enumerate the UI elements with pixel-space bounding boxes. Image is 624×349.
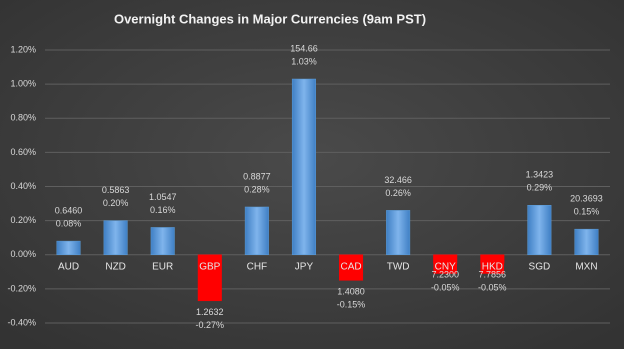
y-tick-label: 0.40% — [10, 181, 36, 191]
chart-title: Overnight Changes in Major Currencies (9… — [114, 11, 426, 26]
rate-label: 154.66 — [290, 43, 318, 53]
y-tick-label: 0.80% — [10, 113, 36, 123]
x-tick-label: CNY — [435, 261, 456, 272]
y-tick-label: 1.20% — [10, 44, 36, 54]
bar — [386, 210, 411, 255]
x-tick-label: SGD — [529, 261, 551, 272]
rate-label: 1.0547 — [149, 192, 177, 202]
rate-label: 32.466 — [384, 175, 412, 185]
x-tick-label: HKD — [482, 261, 503, 272]
x-tick-label: NZD — [105, 261, 126, 272]
x-tick-label: JPY — [295, 261, 314, 272]
bar — [574, 228, 599, 255]
y-tick-label: -0.40% — [7, 317, 36, 327]
rate-label: 0.6460 — [55, 205, 83, 215]
data-label: 0.26% — [385, 188, 411, 198]
data-label: 0.20% — [103, 198, 129, 208]
x-tick-label: MXN — [575, 261, 597, 272]
data-label: -0.27% — [196, 320, 225, 330]
rate-label: 0.5863 — [102, 185, 130, 195]
bar — [244, 206, 269, 256]
y-tick-label: 0.20% — [10, 215, 36, 225]
bar — [103, 220, 128, 255]
data-label: 1.03% — [291, 56, 317, 66]
x-tick-label: CHF — [247, 261, 268, 272]
y-tick-label: 0.00% — [10, 249, 36, 259]
category-highlight — [480, 259, 505, 274]
bar — [527, 205, 552, 256]
data-label: 0.08% — [56, 218, 82, 228]
data-label: 0.29% — [527, 183, 553, 193]
x-tick-label: TWD — [387, 261, 410, 272]
y-tick-label: 0.60% — [10, 147, 36, 157]
rate-label: 7.2300 — [431, 270, 459, 280]
rate-label: 7.7856 — [479, 270, 507, 280]
data-label: 0.15% — [574, 207, 600, 217]
bar — [150, 227, 175, 255]
data-label: 0.28% — [244, 184, 270, 194]
x-tick-label: GBP — [199, 261, 220, 272]
rate-label: 1.4080 — [337, 287, 365, 297]
x-tick-label: CAD — [340, 261, 361, 272]
data-label: 0.16% — [150, 205, 176, 215]
x-tick-label: AUD — [58, 261, 79, 272]
y-tick-label: -0.20% — [7, 283, 36, 293]
category-highlight — [433, 259, 457, 274]
bar — [56, 240, 81, 256]
rate-label: 1.3423 — [526, 170, 554, 180]
rate-label: 20.3693 — [570, 194, 603, 204]
bar — [291, 78, 316, 255]
rate-label: 0.8877 — [243, 171, 271, 181]
data-label: -0.05% — [431, 283, 460, 293]
y-tick-label: 1.00% — [10, 79, 36, 89]
x-tick-label: EUR — [152, 261, 173, 272]
category-highlight — [339, 259, 363, 274]
data-label: -0.15% — [337, 300, 366, 310]
rate-label: 1.2632 — [196, 307, 224, 317]
data-label: -0.05% — [478, 283, 507, 293]
category-highlight — [198, 259, 222, 274]
